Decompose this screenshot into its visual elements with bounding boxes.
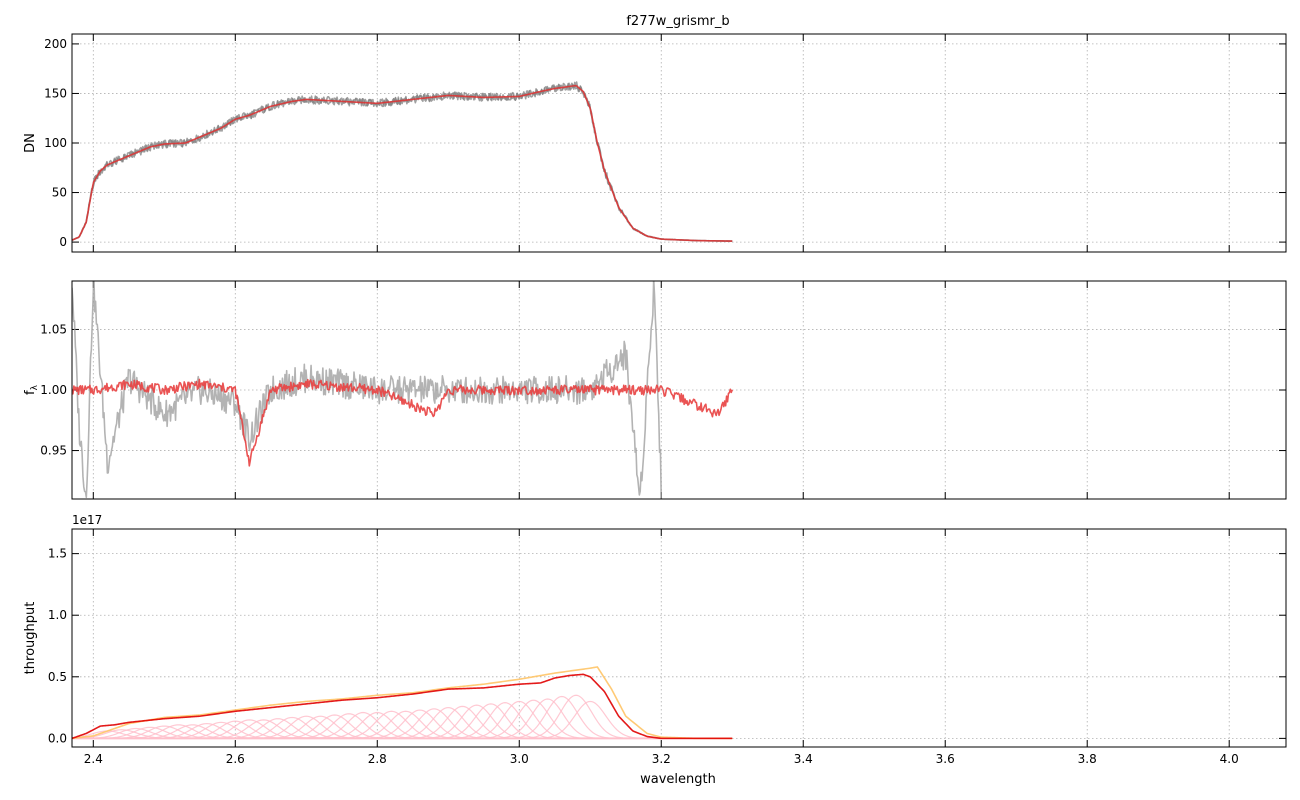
series-0-line-1 [72, 82, 733, 242]
component-peak-28 [458, 702, 552, 739]
component-peak-29 [472, 700, 567, 739]
series-1-line [72, 84, 733, 242]
y-tick-label-1: 1.00 [40, 383, 67, 397]
x-tick-label-3: 3.0 [510, 752, 529, 766]
series-1-line [72, 378, 733, 467]
component-peak-24 [401, 706, 496, 739]
component-peak-8 [174, 721, 268, 739]
y-tick-label-2: 100 [44, 136, 67, 150]
component-peak-17 [301, 713, 396, 739]
component-peak-32 [514, 695, 609, 739]
plot-frame [71, 33, 1287, 253]
component-peak-18 [316, 711, 410, 739]
component-peak-15 [273, 715, 368, 739]
y-axis-label-subscript: λ [30, 384, 40, 390]
y-axis-label: throughput [23, 602, 38, 675]
x-axis-label: wavelength [640, 772, 716, 787]
component-peak-30 [486, 699, 581, 739]
plot-area [72, 666, 733, 740]
component-peak-11 [216, 719, 311, 739]
x-tick-label-5: 3.4 [794, 752, 813, 766]
y-tick-label-1: 50 [52, 186, 67, 200]
component-peak-3 [103, 726, 197, 739]
y-offset-text: 1e17 [72, 513, 102, 527]
y-tick-label-3: 1.5 [48, 547, 67, 561]
figure-title: f277w_grismr_b [626, 14, 729, 29]
component-peak-33 [529, 694, 623, 739]
x-tick-label-0: 2.4 [84, 752, 103, 766]
panel-throughput: 0.0 0.5 1.0 1.5 2.4 2.6 2.8 3.0 3.2 3.4 3.6 3.8 4.0 t… [23, 513, 1287, 766]
y-tick-label-0: 0 [59, 235, 67, 249]
plot-area [72, 281, 733, 499]
component-peak-10 [202, 719, 297, 739]
y-tick-label-2: 1.05 [40, 322, 67, 336]
component-peak-5 [131, 724, 226, 739]
y-tick-label-2: 1.0 [48, 608, 67, 622]
component-peak-27 [443, 703, 538, 739]
x-tick-label-6: 3.6 [936, 752, 955, 766]
component-peak-25 [415, 705, 510, 739]
y-axis-label: DN [23, 133, 38, 153]
component-peak-34 [543, 700, 638, 739]
series-0-line-0 [72, 81, 733, 242]
y-tick-label-0: 0.95 [40, 444, 67, 458]
component-peak-9 [188, 720, 283, 739]
plot-frame [71, 280, 1287, 500]
component-peak-12 [230, 718, 325, 739]
component-peak-2 [89, 727, 183, 739]
y-tick-label-3: 150 [44, 86, 67, 100]
series-0-line [72, 666, 733, 740]
y-axis-label: fλ [23, 384, 40, 395]
component-peak-21 [358, 710, 453, 739]
component-peak-7 [160, 722, 254, 739]
plot-area [72, 81, 733, 242]
x-tick-label-1: 2.6 [226, 752, 245, 766]
component-peak-19 [330, 711, 425, 739]
component-peak-16 [287, 714, 382, 739]
x-tick-label-2: 2.8 [368, 752, 387, 766]
y-tick-label-1: 0.5 [48, 670, 67, 684]
x-tick-label-8: 4.0 [1220, 752, 1239, 766]
y-tick-label-0: 0.0 [48, 731, 67, 745]
component-peak-22 [372, 709, 467, 739]
x-tick-label-4: 3.2 [652, 752, 671, 766]
y-tick-label-4: 200 [44, 37, 67, 51]
component-peak-31 [500, 698, 595, 739]
component-peak-20 [344, 710, 439, 739]
component-peak-4 [117, 725, 212, 739]
panel-flambda: 0.95 1.00 1.05 fλ [23, 280, 1287, 500]
plot-frame [71, 528, 1287, 748]
series-1-line [72, 673, 733, 740]
component-peak-1 [74, 729, 169, 739]
component-peak-14 [259, 715, 354, 739]
component-peak-6 [145, 724, 240, 739]
component-peak-23 [387, 708, 481, 739]
component-peak-13 [245, 716, 339, 739]
panel-dn: 0 50 100 150 200 DN [23, 33, 1287, 253]
x-tick-label-7: 3.8 [1078, 752, 1097, 766]
component-peak-26 [429, 704, 524, 739]
